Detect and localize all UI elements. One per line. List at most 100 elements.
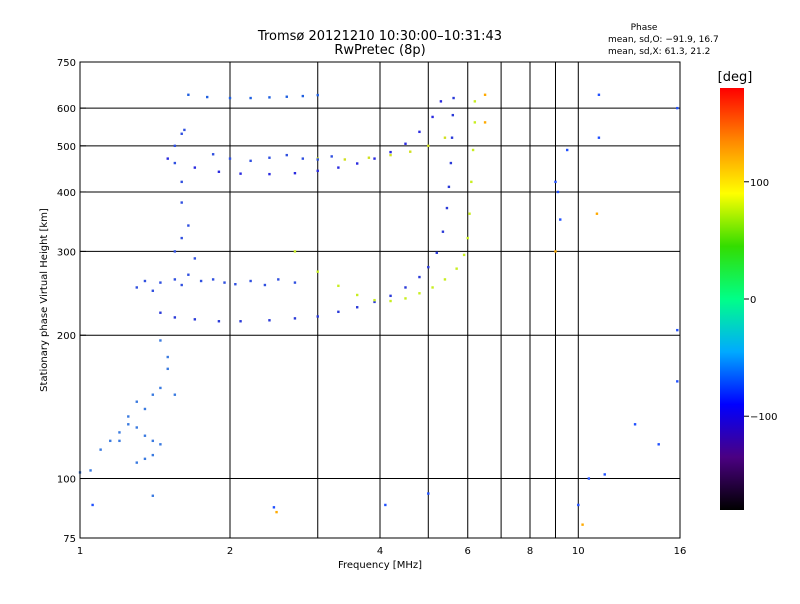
echo-point	[199, 279, 203, 283]
echo-point	[180, 132, 183, 135]
echo-point	[183, 128, 186, 132]
echo-point	[180, 201, 183, 204]
echo-point	[285, 95, 288, 98]
y-tick-label: 300	[57, 247, 76, 258]
echo-point	[99, 448, 102, 451]
echo-point	[404, 286, 407, 289]
echo-point	[470, 180, 473, 184]
echo-point	[143, 407, 147, 411]
phase-stats-heading: Phase	[631, 23, 658, 33]
echo-point	[581, 523, 584, 526]
echo-point	[435, 251, 438, 255]
echo-point	[404, 142, 407, 145]
echo-point	[109, 439, 112, 443]
echo-point	[151, 494, 155, 497]
echo-point	[565, 148, 569, 152]
echo-point	[118, 431, 121, 434]
echo-point	[455, 267, 458, 270]
x-tick-label: 1	[77, 546, 83, 557]
echo-point	[205, 95, 209, 99]
echo-point	[587, 477, 591, 480]
echo-point	[404, 297, 407, 300]
echo-point	[337, 166, 340, 169]
echo-point	[443, 136, 447, 139]
plot-frame	[79, 61, 681, 539]
echo-point	[143, 434, 147, 437]
echo-point	[633, 423, 637, 426]
phase-stats-x: mean, sd,X: 61.3, 21.2	[608, 47, 710, 57]
echo-point	[135, 426, 138, 429]
y-axis-label: Stationary phase Virtual Height [km]	[39, 208, 50, 392]
echo-point	[293, 317, 297, 320]
echo-point	[427, 265, 430, 269]
echo-point	[343, 158, 347, 161]
y-tick-label: 400	[57, 188, 76, 199]
chart-title: Tromsø 20121210 10:30:00–10:31:43	[257, 29, 502, 44]
echo-point	[389, 150, 392, 154]
colorbar-tick-label: 100	[750, 178, 769, 189]
echo-point	[676, 328, 679, 332]
echo-point	[143, 279, 147, 283]
echo-point	[603, 473, 606, 476]
axis-ticks: 1 2 4 6 8 10 16 75 100 200 300 400 500 600 750	[57, 58, 686, 557]
echo-point	[166, 367, 169, 371]
echo-point	[471, 148, 475, 152]
echo-point	[373, 157, 376, 160]
echo-point	[193, 318, 197, 321]
echo-point	[483, 93, 487, 96]
x-tick-label: 16	[674, 546, 687, 557]
x-tick-label: 4	[377, 546, 383, 557]
echo-point	[577, 503, 580, 507]
echo-point	[468, 212, 471, 215]
echo-point	[159, 443, 162, 446]
echo-point	[556, 190, 560, 194]
echo-point	[135, 400, 138, 403]
x-tick-label: 8	[527, 546, 533, 557]
grid-lines	[80, 62, 680, 538]
echo-point	[483, 121, 487, 124]
echo-point	[337, 310, 340, 314]
echo-point	[173, 393, 177, 396]
echo-point	[263, 283, 267, 287]
echo-point	[367, 156, 371, 159]
y-tick-label: 200	[57, 331, 76, 342]
echo-point	[427, 492, 430, 495]
echo-point	[554, 250, 557, 253]
echo-point	[355, 293, 359, 297]
echo-point	[211, 278, 215, 281]
chart-subtitle: RwPretec (8p)	[334, 43, 425, 58]
echo-point	[143, 457, 147, 461]
echo-point	[447, 185, 451, 189]
echo-point	[159, 339, 162, 342]
echo-point	[676, 106, 679, 110]
echo-point	[272, 506, 276, 509]
echo-point	[166, 355, 169, 359]
echo-point	[445, 206, 449, 210]
echo-point	[193, 166, 197, 169]
colorbar	[720, 88, 744, 510]
x-axis-label: Frequency [MHz]	[338, 560, 422, 571]
echo-point	[337, 284, 340, 288]
echo-point	[293, 250, 297, 253]
echo-point	[217, 170, 221, 173]
echo-point	[268, 156, 271, 159]
echo-point	[193, 257, 197, 260]
echo-point	[293, 281, 297, 284]
echo-point	[151, 393, 155, 396]
echo-point	[431, 115, 434, 119]
echo-point	[473, 121, 477, 124]
echo-point	[268, 172, 271, 176]
echo-point	[384, 503, 387, 507]
echo-point	[418, 275, 421, 279]
echo-point	[217, 320, 221, 323]
echo-point	[211, 153, 215, 156]
echo-point	[228, 157, 232, 160]
echo-point	[450, 136, 454, 139]
echo-point	[151, 289, 155, 292]
echo-point	[173, 161, 177, 165]
echo-point	[151, 453, 155, 457]
echo-point	[355, 306, 359, 309]
echo-point	[277, 278, 280, 281]
echo-point	[187, 93, 190, 96]
